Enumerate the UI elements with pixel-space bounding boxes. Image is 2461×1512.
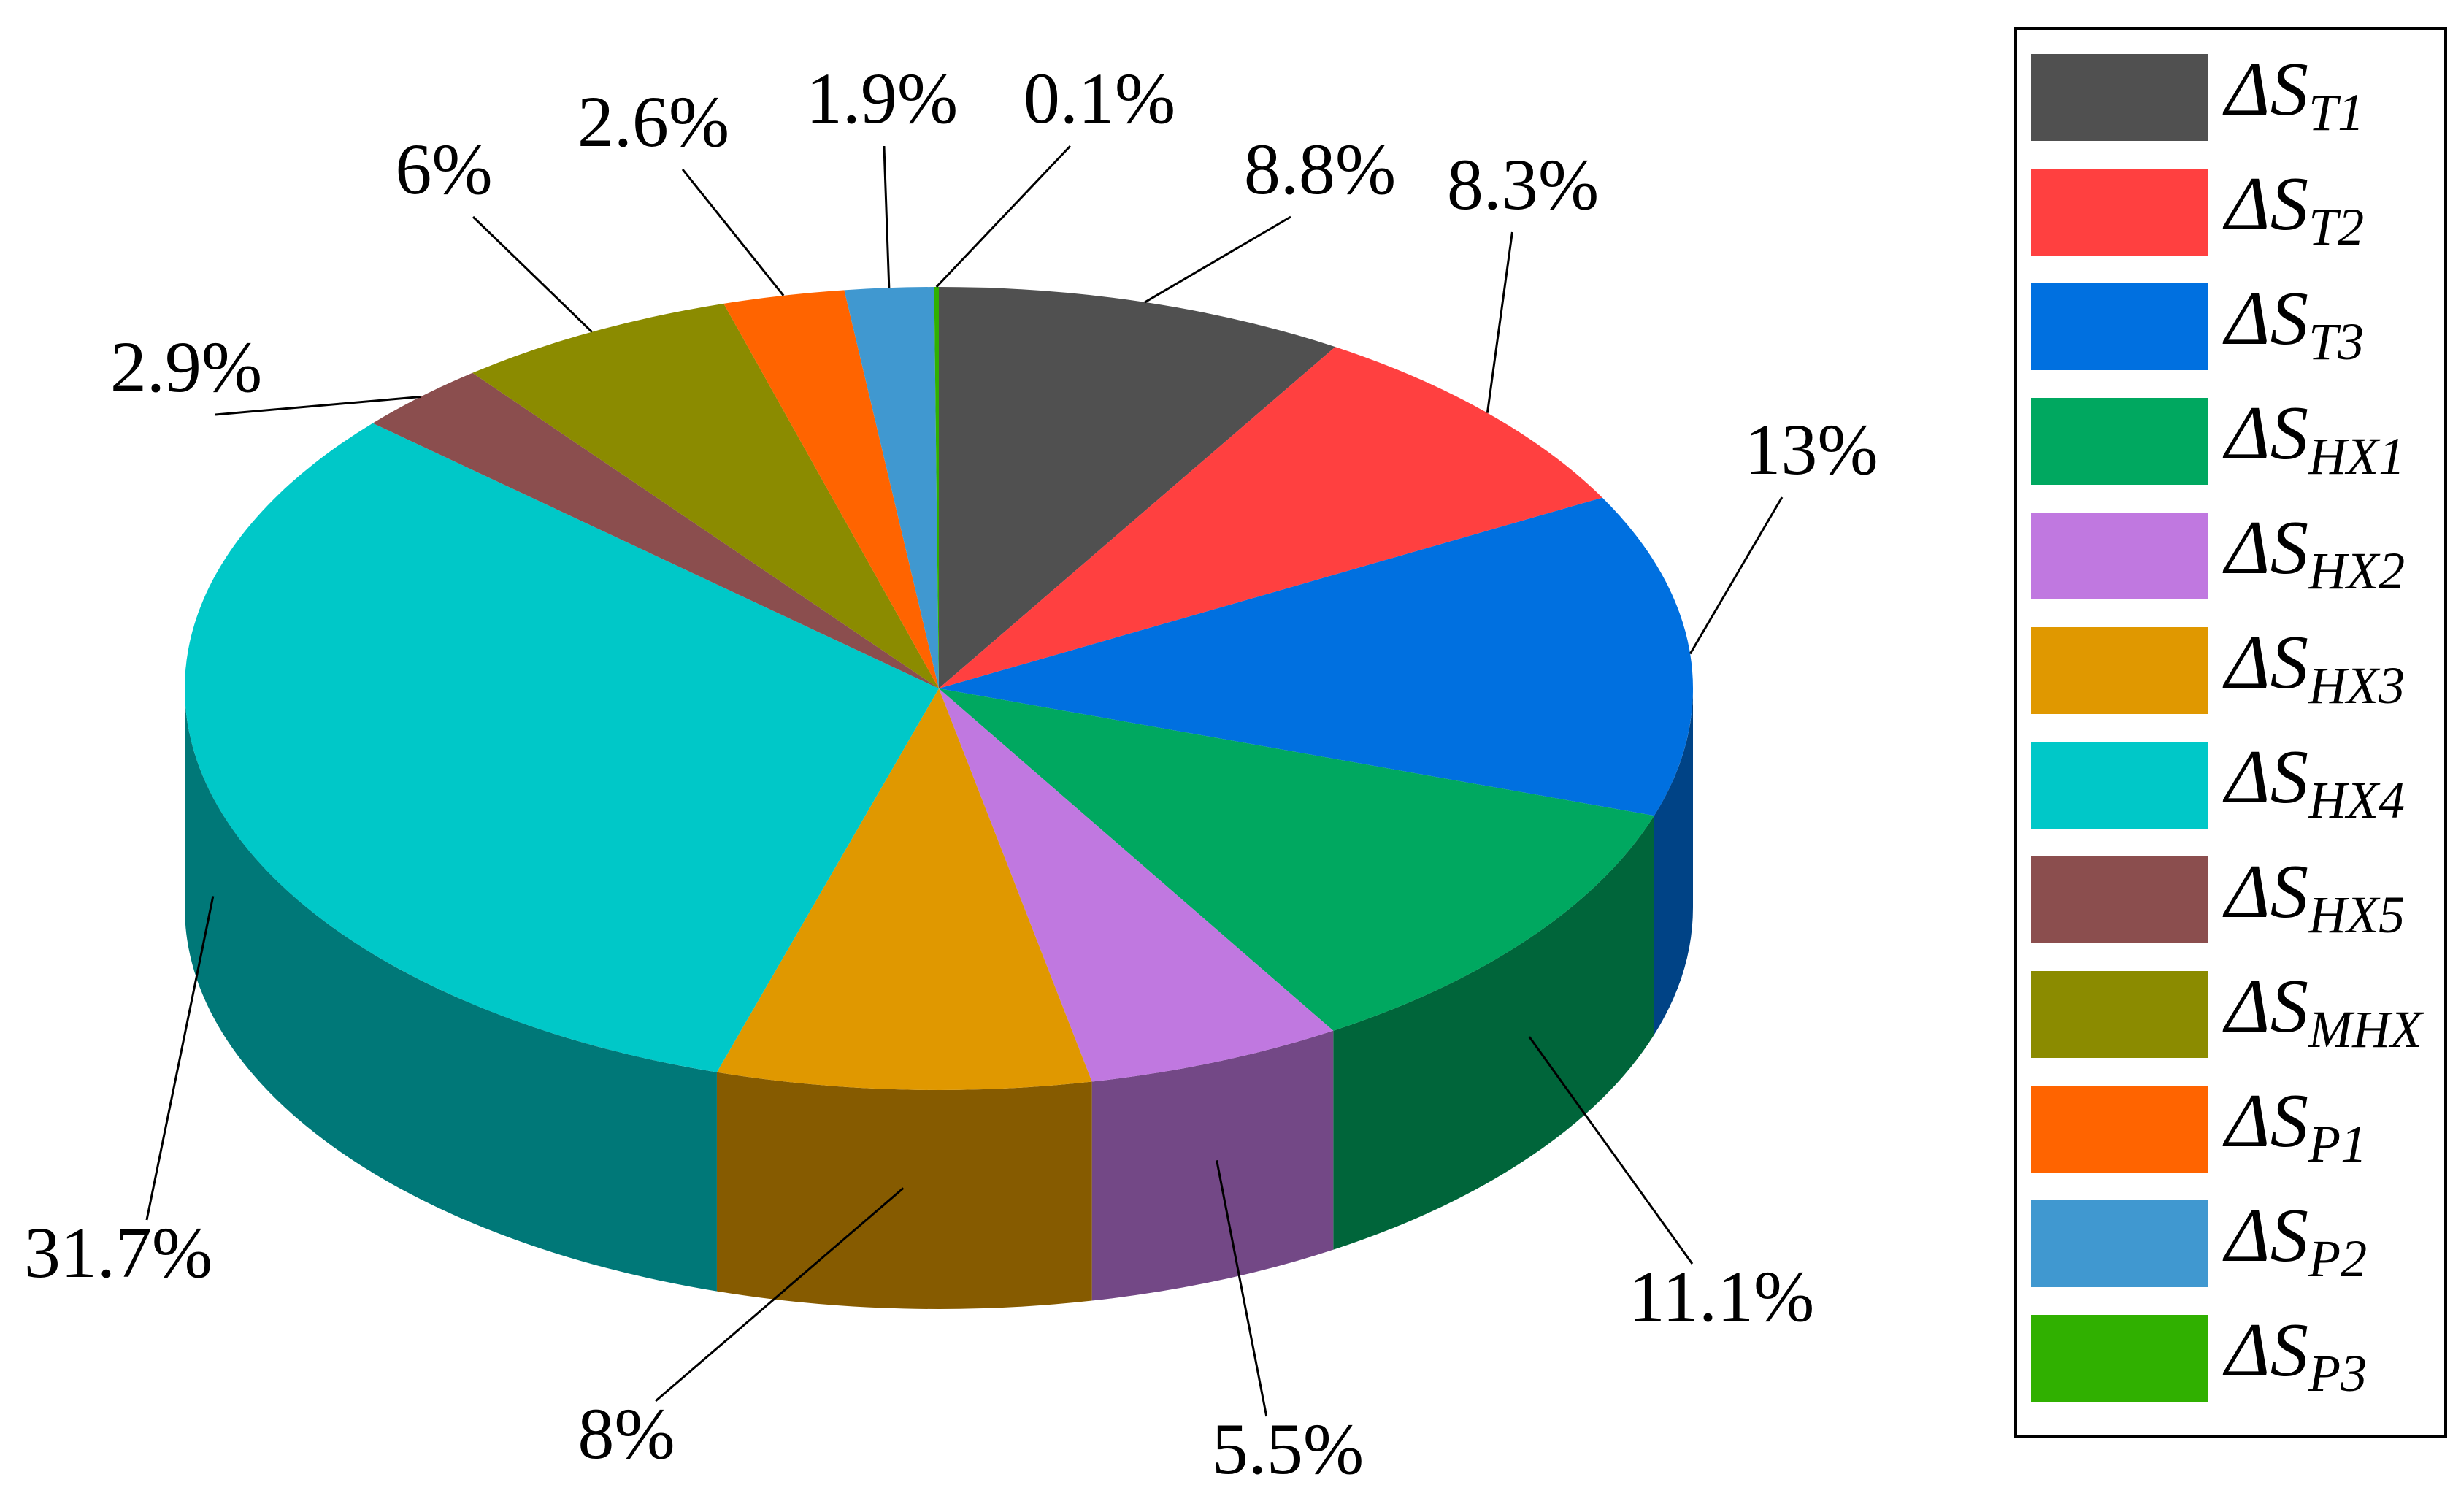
slice [716,688,1092,1090]
legend-swatch [2031,1086,2208,1173]
data-label: 1.9% [806,58,958,139]
slice [934,287,939,688]
data-label: 31.7% [24,1212,212,1293]
leader-line [1216,1160,1268,1417]
leader-line [655,1187,905,1402]
slice [723,290,939,688]
legend-label: ΔSMHX [2222,963,2424,1058]
data-label: 5.5% [1212,1408,1364,1489]
legend-swatch [2031,54,2208,141]
leader-line [681,169,785,296]
legend-label: ΔST1 [2222,46,2364,141]
data-label: 13% [1744,409,1878,490]
legend-label: ΔSHX5 [2222,848,2405,943]
legend-swatch [2031,169,2208,256]
legend: ΔST1 ΔST2 ΔST3 ΔSHX1 ΔSHX2 ΔSHX3 ΔSHX4 ΔSHX5 ΔSM… [2031,46,2424,1402]
leader-line [215,396,421,416]
legend-swatch [2031,513,2208,599]
legend-swatch [2031,283,2208,370]
leader-line [883,145,891,288]
slice-side [1654,688,1693,1035]
leader-line [1689,496,1784,655]
slice-side [185,688,717,1292]
data-label: 0.1% [1024,58,1175,139]
legend-swatch [2031,398,2208,485]
slice [939,688,1334,1082]
legend-swatch [2031,627,2208,714]
slice [939,287,1335,688]
data-label: 8.3% [1447,144,1599,225]
data-label: 6% [395,128,492,210]
pie: 8.8% 8.3% 13% 11.1% 5.5% 8% 31.7% 2.9% 6% 2.6% 1.9… [24,58,1878,1489]
legend-label: ΔSP1 [2222,1078,2367,1173]
slice [844,287,939,688]
slice [185,423,939,1072]
slice [372,372,939,688]
slice-side [716,1072,1092,1309]
leader-line [1528,1036,1694,1265]
legend-label: ΔST3 [2222,275,2364,370]
leader-line [935,145,1072,288]
slice-side [1091,1030,1334,1301]
legend-swatch [2031,856,2208,943]
slice [472,303,939,688]
legend-swatch [2031,1315,2208,1402]
legend-swatch [2031,971,2208,1058]
legend-label: ΔSP2 [2222,1192,2367,1287]
data-label: 8% [577,1393,675,1474]
data-label: 11.1% [1629,1256,1815,1337]
slice [939,688,1654,1031]
leader-line [1486,231,1513,413]
slice [939,347,1602,688]
slice [939,497,1693,816]
leader-line [145,896,215,1221]
legend-label: ΔSHX4 [2222,734,2405,829]
data-label: 2.9% [110,326,262,407]
legend-label: ΔSHX1 [2222,390,2405,485]
legend-label: ΔSHX3 [2222,619,2405,714]
data-label: 2.6% [577,81,729,162]
data-label: 8.8% [1244,128,1396,210]
legend-label: ΔST2 [2222,161,2364,256]
legend-label: ΔSP3 [2222,1307,2367,1402]
leader-line [472,215,593,333]
legend-label: ΔSHX2 [2222,504,2405,599]
slice-side [1333,816,1654,1250]
leader-line [1144,215,1291,304]
legend-swatch [2031,1200,2208,1287]
legend-swatch [2031,742,2208,829]
